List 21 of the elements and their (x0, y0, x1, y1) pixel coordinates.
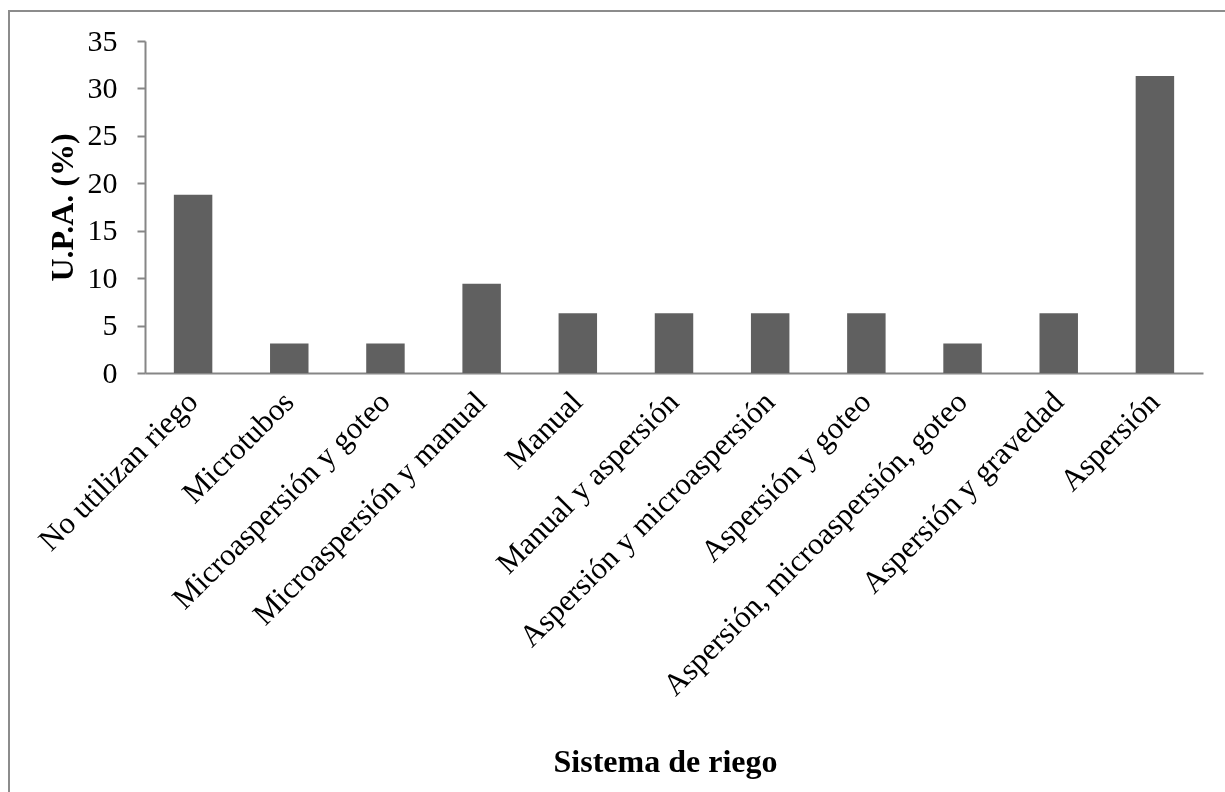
x-axis-title: Sistema de riego (553, 742, 778, 779)
y-tick-label: 5 (102, 308, 118, 342)
y-tick-label: 15 (87, 213, 118, 247)
bar (173, 194, 213, 373)
bar (654, 313, 694, 373)
y-tick-label: 10 (87, 260, 118, 294)
bar (750, 313, 790, 373)
bar (1039, 313, 1078, 373)
y-tick-label: 25 (87, 118, 118, 152)
bar (847, 313, 886, 373)
bar (462, 283, 501, 373)
bar (270, 343, 309, 373)
y-tick-label: 35 (87, 23, 118, 57)
y-axis-title: U.P.A. (%) (43, 133, 80, 282)
y-tick-label: 0 (102, 355, 118, 389)
bar (943, 343, 982, 373)
bar (1135, 76, 1175, 373)
bar (558, 313, 598, 373)
y-tick-label: 20 (87, 165, 118, 199)
y-tick-label: 30 (87, 70, 118, 104)
bar (366, 343, 405, 373)
